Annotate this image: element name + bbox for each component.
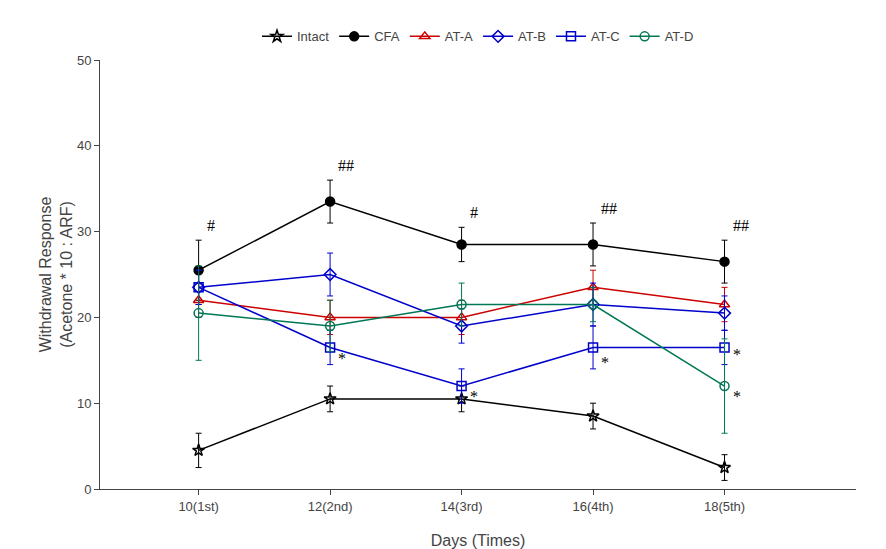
- svg-text:##: ##: [601, 200, 617, 217]
- svg-text:Days (Times): Days (Times): [431, 532, 526, 549]
- svg-text:*: *: [470, 388, 478, 405]
- svg-text:CFA: CFA: [374, 29, 400, 44]
- svg-text:40: 40: [77, 138, 91, 153]
- svg-text:#: #: [207, 217, 215, 234]
- svg-text:##: ##: [338, 157, 354, 174]
- svg-text:10: 10: [77, 396, 91, 411]
- svg-text:16(4th): 16(4th): [572, 499, 613, 514]
- svg-text:Intact: Intact: [297, 29, 329, 44]
- svg-text:18(5th): 18(5th): [704, 499, 745, 514]
- svg-text:Withdrawal Response(Acetone *: Withdrawal Response(Acetone * 10 : ARF): [37, 197, 75, 353]
- svg-text:12(2nd): 12(2nd): [308, 499, 353, 514]
- svg-text:AT-B: AT-B: [518, 29, 546, 44]
- svg-text:##: ##: [733, 217, 749, 234]
- svg-text:14(3rd): 14(3rd): [441, 499, 483, 514]
- svg-text:AT-D: AT-D: [665, 29, 694, 44]
- svg-text:*: *: [733, 388, 741, 405]
- svg-text:*: *: [338, 350, 346, 367]
- svg-text:*: *: [601, 354, 609, 371]
- svg-text:30: 30: [77, 224, 91, 239]
- svg-text:AT-A: AT-A: [445, 29, 473, 44]
- svg-text:20: 20: [77, 310, 91, 325]
- svg-text:*: *: [733, 346, 741, 363]
- svg-text:0: 0: [84, 482, 91, 497]
- svg-text:10(1st): 10(1st): [178, 499, 218, 514]
- svg-text:#: #: [470, 204, 478, 221]
- svg-text:AT-C: AT-C: [591, 29, 620, 44]
- svg-text:50: 50: [77, 53, 91, 68]
